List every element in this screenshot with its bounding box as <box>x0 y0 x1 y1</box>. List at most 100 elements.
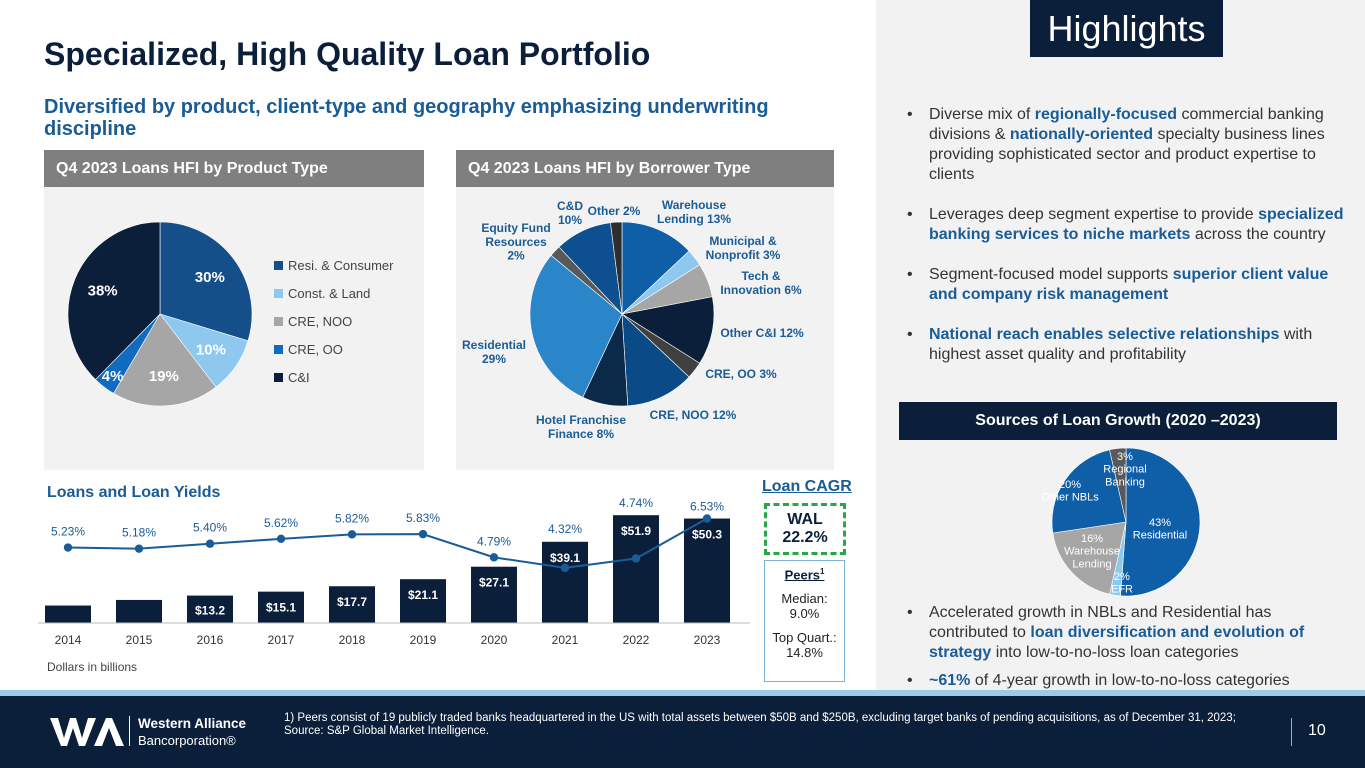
logo-text-line2: Bancorporation® <box>138 733 236 748</box>
legend-label-const-land: Const. & Land <box>288 286 371 301</box>
yield-point-2023 <box>702 514 712 523</box>
loan-bar-label-2014: $8.4 <box>56 591 80 605</box>
peers-median-label: Median: <box>781 591 828 607</box>
footnote: 1) Peers consist of 19 publicly traded b… <box>284 712 1236 737</box>
peers-topq-label: Top Quart.: <box>772 630 837 646</box>
peers-median-value: 9.0% <box>789 606 820 622</box>
loan-bar-label-2022: $51.9 <box>621 524 651 538</box>
highlights-tag: Highlights <box>1030 0 1223 57</box>
loan-bar-2023 <box>684 518 730 623</box>
legend-label-c-i: C&I <box>288 370 310 385</box>
wal-value: 22.2% <box>782 529 828 546</box>
peers-heading: Peers1 <box>765 567 844 582</box>
highlights-bullets-bottom: • Accelerated growth in NBLs and Resident… <box>907 603 1347 699</box>
bullet-text: Segment-focused model supports superior … <box>929 266 1329 303</box>
product-type-pie-chart: 30% 10% 19% 4% 38% <box>67 222 253 407</box>
yield-label-2017: 5.62% <box>264 516 298 530</box>
x-tick-label-2018: 2018 <box>339 633 366 647</box>
bullet-dot: • <box>907 604 913 621</box>
bullet-text: Leverages deep segment expertise to prov… <box>929 206 1344 243</box>
loan-bar-2014 <box>45 605 91 623</box>
bullet-dot: • <box>907 206 913 223</box>
x-tick-label-2019: 2019 <box>410 633 437 647</box>
x-tick-label-2017: 2017 <box>268 633 295 647</box>
bullet-text: Accelerated growth in NBLs and Residenti… <box>929 604 1305 661</box>
yield-label-2021: 4.32% <box>548 522 582 536</box>
borrower-slice-warehouse-lending-13 <box>621 221 690 315</box>
x-tick-label-2016: 2016 <box>197 633 224 647</box>
bullet-text: Diverse mix of regionally-focused commer… <box>929 106 1325 183</box>
legend-swatch-resi-consumer <box>274 261 283 270</box>
borrower-type-header: Q4 2023 Loans HFI by Borrower Type <box>456 150 834 187</box>
growth-label-regional-banking: 3% Regional Banking <box>1103 451 1146 488</box>
highlight-bullet-2: • Leverages deep segment expertise to pro… <box>907 205 1347 245</box>
yield-label-2023: 6.53% <box>690 500 724 514</box>
loan-bar-2022 <box>613 515 659 623</box>
legend-label-cre-noo: CRE, NOO <box>288 314 353 329</box>
footer: Western Alliance Bancorporation® 1) Peer… <box>0 696 1365 768</box>
loan-bar-2018 <box>329 586 375 623</box>
borrower-slice-other-c-i-12 <box>621 296 715 364</box>
borrower-label-hotel-franchise-finance-8: Hotel Franchise Finance 8% <box>536 413 626 441</box>
yield-label-2018: 5.82% <box>335 511 369 525</box>
product-slice-label-resi-consumer: 30% <box>195 269 225 286</box>
yield-line <box>67 517 708 569</box>
loan-bar-2019 <box>400 579 446 623</box>
yield-label-2015: 5.18% <box>122 526 156 540</box>
product-slice-label-cre-noo: 19% <box>149 368 179 385</box>
product-slice-resi-consumer <box>159 222 253 342</box>
growth-slice-residential <box>1120 447 1201 597</box>
growth-label-efr: 2% EFR <box>1111 571 1133 596</box>
loan-bar-2021 <box>542 541 588 623</box>
page-title: Specialized, High Quality Loan Portfolio <box>44 36 651 72</box>
loan-bar-2017 <box>258 591 304 623</box>
product-slice-label-const-land: 10% <box>196 341 226 358</box>
loan-bar-label-2023: $50.3 <box>692 528 722 542</box>
yield-label-2022: 4.74% <box>619 496 653 510</box>
peers-label: Peers <box>784 567 820 583</box>
western-alliance-logo-icon <box>50 718 124 746</box>
wal-cagr-box: WAL 22.2% <box>764 503 846 555</box>
borrower-label-equity-fund-resources-2: Equity Fund Resources 2% <box>481 221 550 263</box>
highlight-bullet-3: • Segment-focused model supports superior… <box>907 265 1347 305</box>
loan-bar-2020 <box>471 566 517 623</box>
growth-bullet-1: • Accelerated growth in NBLs and Resident… <box>907 603 1347 663</box>
yield-point-2017 <box>276 534 286 544</box>
yield-point-2019 <box>418 529 428 539</box>
yield-point-2015 <box>134 544 144 553</box>
growth-slice-regional-banking <box>1109 447 1127 523</box>
page-number: 10 <box>1308 722 1326 739</box>
yield-point-2014 <box>63 543 73 552</box>
footer-accent-line <box>0 690 1365 696</box>
growth-label-residential: 43% Residential <box>1133 517 1187 542</box>
legend-swatch-const-land <box>274 289 283 298</box>
borrower-label-municipal-nonprofit-3: Municipal & Nonprofit 3% <box>706 234 781 262</box>
loan-bar-label-2019: $21.1 <box>408 588 438 602</box>
logo-divider <box>129 716 130 746</box>
loan-bar-label-2015: $11.1 <box>124 585 154 599</box>
peers-box: Peers1 Median: 9.0% Top Quart.: 14.8% <box>764 560 845 682</box>
sources-of-loan-growth-header: Sources of Loan Growth (2020 –2023) <box>899 402 1337 440</box>
yield-point-2018 <box>347 530 357 539</box>
growth-bullet-2: • ~61% of 4-year growth in low-to-no-loss… <box>907 671 1347 691</box>
highlight-bullet-4: • National reach enables selective relati… <box>907 325 1347 365</box>
legend-swatch-cre-noo <box>274 317 283 326</box>
loan-bar-label-2018: $17.7 <box>337 595 367 609</box>
borrower-slice-other-2 <box>610 221 623 315</box>
growth-slice-warehouse-lending <box>1052 521 1127 595</box>
product-slice-c-i <box>67 222 161 380</box>
product-slice-label-c-i: 38% <box>88 282 118 299</box>
borrower-label-other-c-i-12: Other C&I 12% <box>720 326 804 340</box>
borrower-label-c-d-10: C&D 10% <box>557 199 583 227</box>
loan-bar-label-2017: $15.1 <box>266 601 296 615</box>
peers-topq-value: 14.8% <box>786 645 823 661</box>
yield-point-2016 <box>205 539 215 548</box>
legend-item-resi-consumer: Resi. & Consumer <box>274 258 393 273</box>
borrower-label-other-2: Other 2% <box>588 204 641 218</box>
yield-label-2020: 4.79% <box>477 534 511 548</box>
bullet-dot: • <box>907 106 913 123</box>
bullet-text: ~61% of 4-year growth in low-to-no-loss … <box>929 672 1290 689</box>
wal-label: WAL <box>787 511 823 528</box>
dollars-note: Dollars in billions <box>47 660 138 674</box>
